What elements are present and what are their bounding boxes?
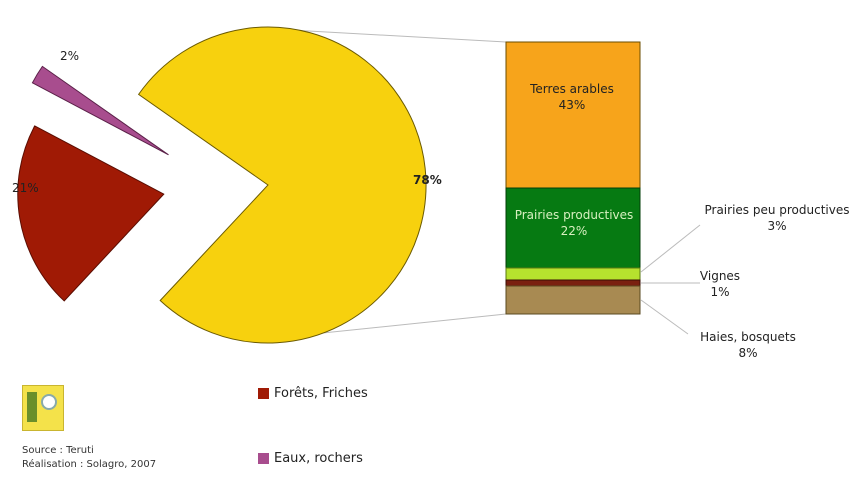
bar-segment-name: Prairies peu productives <box>704 203 849 217</box>
legend-item-eaux: Eaux, rochers <box>258 451 363 466</box>
source-text: Source : Teruti <box>22 445 94 456</box>
bar-segment-value: 1% <box>710 285 729 299</box>
pie-slice <box>137 26 427 344</box>
bar-segment-value: 3% <box>767 219 786 233</box>
bar-segment-value: 43% <box>559 98 586 112</box>
pie-slice <box>31 65 169 156</box>
bar-segment <box>505 285 641 315</box>
leader-line <box>640 224 701 273</box>
pie-slice-label: 78% <box>413 173 442 187</box>
legend-swatch <box>258 453 269 464</box>
legend-label: Eaux, rochers <box>274 451 363 466</box>
pie-slice-label: 2% <box>60 49 79 63</box>
bar-segment <box>505 279 641 287</box>
bar-segment-name: Prairies productives <box>515 208 634 222</box>
pie-slice-label: 21% <box>12 181 39 195</box>
pie-slice <box>17 125 165 302</box>
logo-circle-shape <box>41 394 57 410</box>
bar-segment <box>505 187 641 269</box>
bar-segment-name: Terres arables <box>529 82 614 96</box>
logo-bar-shape <box>27 392 37 422</box>
bar-segment-value: 22% <box>561 224 588 238</box>
solagro-logo <box>22 385 64 431</box>
bar-segment-name: Haies, bosquets <box>700 330 796 344</box>
leader-line <box>640 299 689 335</box>
bar-segment-value: 8% <box>738 346 757 360</box>
legend-swatch <box>258 388 269 399</box>
bar-segment-name: Vignes <box>700 269 740 283</box>
realisation-text: Réalisation : Solagro, 2007 <box>22 459 157 470</box>
legend-label: Forêts, Friches <box>274 386 368 401</box>
source-note: Source : Teruti Réalisation : Solagro, 2… <box>22 444 156 472</box>
legend-item-forets: Forêts, Friches <box>258 386 368 401</box>
bar-segment <box>505 41 641 189</box>
bar-segment <box>505 267 641 281</box>
